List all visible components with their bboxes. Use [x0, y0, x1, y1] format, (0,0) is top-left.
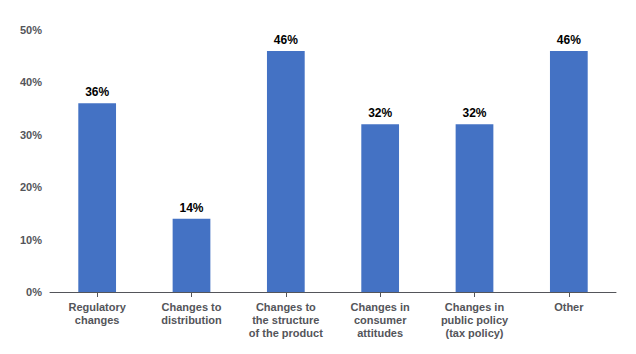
svg-text:46%: 46%: [274, 33, 298, 47]
svg-text:public policy: public policy: [441, 314, 509, 326]
svg-text:the structure: the structure: [252, 314, 319, 326]
svg-text:of the product: of the product: [249, 327, 323, 339]
svg-text:Regulatory: Regulatory: [68, 301, 126, 313]
svg-text:32%: 32%: [368, 106, 392, 120]
svg-text:Changes to: Changes to: [256, 301, 316, 313]
svg-text:32%: 32%: [462, 106, 486, 120]
svg-text:distribution: distribution: [161, 314, 222, 326]
svg-text:Changes in: Changes in: [445, 301, 505, 313]
svg-text:(tax policy): (tax policy): [445, 327, 503, 339]
svg-text:10%: 10%: [20, 234, 42, 246]
svg-text:changes: changes: [75, 314, 120, 326]
svg-text:Changes to: Changes to: [162, 301, 222, 313]
svg-text:40%: 40%: [20, 76, 42, 88]
svg-text:attitudes: attitudes: [357, 327, 403, 339]
svg-text:consumer: consumer: [354, 314, 407, 326]
svg-text:30%: 30%: [20, 129, 42, 141]
svg-text:0%: 0%: [26, 286, 42, 298]
svg-text:14%: 14%: [179, 201, 203, 215]
svg-text:50%: 50%: [20, 24, 42, 36]
svg-text:Other: Other: [554, 301, 584, 313]
svg-text:36%: 36%: [85, 85, 109, 99]
svg-text:Changes in: Changes in: [351, 301, 411, 313]
svg-text:46%: 46%: [557, 33, 581, 47]
svg-text:20%: 20%: [20, 181, 42, 193]
